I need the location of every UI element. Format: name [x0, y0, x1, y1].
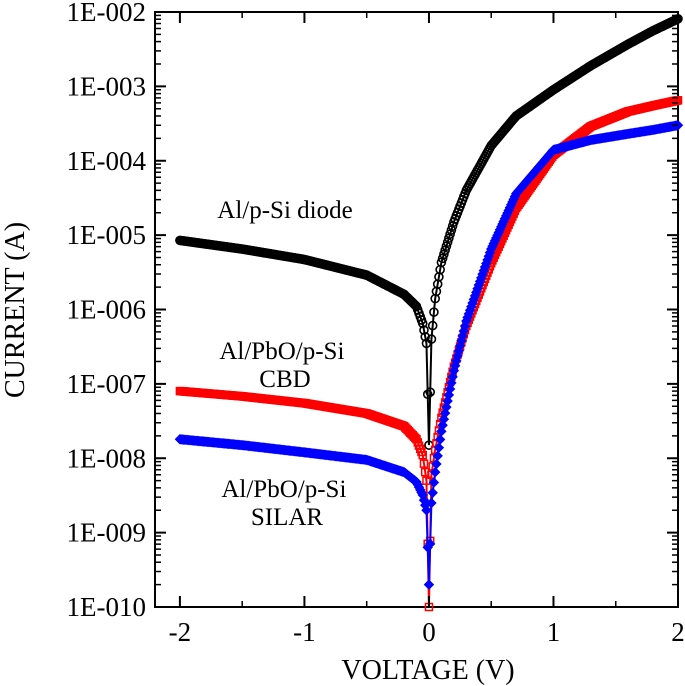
data-point-silar [427, 487, 438, 498]
data-point-cbd [673, 96, 683, 105]
data-point-diode [425, 387, 435, 397]
annotation-cbd: Al/PbO/p-Si CBD [219, 338, 350, 393]
y-tick-label: 1E-008 [67, 443, 146, 473]
y-tick-label: 1E-003 [67, 71, 146, 101]
data-point-diode [426, 334, 437, 344]
data-point-diode [419, 325, 429, 335]
series-diode [175, 14, 683, 450]
x-tick-label: -2 [169, 617, 192, 647]
x-tick-label: -1 [293, 617, 316, 647]
data-point-silar [428, 477, 440, 488]
series-silar [174, 120, 684, 590]
data-point-silar [426, 497, 437, 509]
data-point-silar [423, 579, 435, 590]
data-point-cbd [422, 476, 431, 485]
data-point-diode [427, 320, 438, 331]
data-point-diode [422, 389, 433, 400]
x-tick-label: 1 [547, 617, 561, 647]
y-axis-title: CURRENT (A) [0, 222, 31, 398]
y-tick-label: 1E-004 [67, 146, 147, 176]
data-point-cbd [419, 459, 429, 468]
annotation-silar: Al/PbO/p-Si SILAR [221, 476, 352, 531]
x-tick-label: 2 [671, 617, 685, 647]
y-tick-label: 1E-006 [67, 295, 146, 325]
y-tick-label: 1E-007 [67, 369, 146, 399]
data-point-diode [420, 331, 431, 342]
data-point-silar [429, 466, 441, 478]
data-point-diode [417, 318, 428, 329]
annotation-diode: Al/p-Si diode [217, 197, 352, 224]
data-point-silar [432, 450, 443, 462]
data-point-cbd [418, 450, 427, 460]
plot-data-area [174, 14, 684, 612]
y-tick-label: 1E-002 [67, 0, 146, 27]
data-point-silar [433, 442, 445, 453]
y-tick-label: 1E-005 [67, 220, 146, 250]
data-point-silar [434, 434, 446, 445]
data-point-silar [431, 458, 442, 470]
x-axis-title: VOLTAGE (V) [341, 655, 514, 686]
data-point-diode [429, 307, 439, 317]
data-point-silar [424, 538, 436, 550]
x-tick-label: 0 [422, 617, 436, 647]
y-tick-label: 1E-010 [67, 592, 146, 622]
data-point-silar [421, 505, 432, 516]
data-point-diode [410, 300, 421, 311]
y-tick-label: 1E-009 [67, 518, 146, 548]
data-point-cbd [420, 467, 430, 477]
series-line-diode [179, 17, 679, 446]
